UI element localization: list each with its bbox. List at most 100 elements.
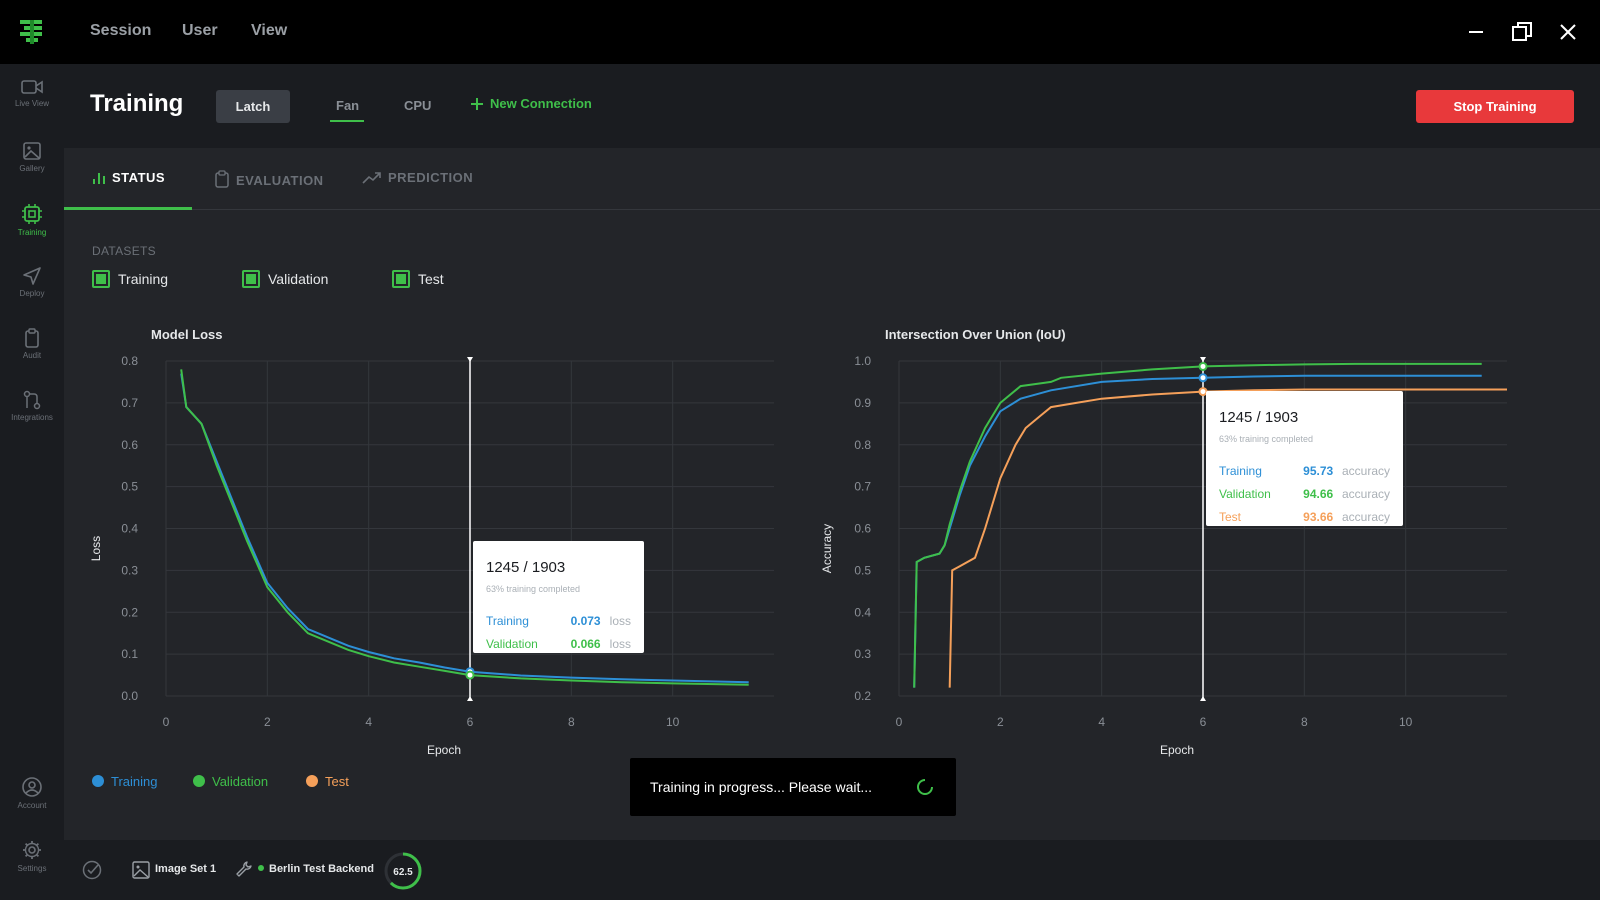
clipboard-icon (25, 328, 39, 348)
y-tick-label: 0.3 (854, 647, 871, 661)
y-tick-label: 0.2 (121, 605, 138, 619)
dataset-test-checkbox[interactable]: Test (392, 270, 444, 288)
video-camera-icon (21, 80, 43, 94)
rail-item-live-view[interactable]: Live View (0, 78, 64, 134)
cursor-top-marker (467, 357, 473, 362)
y-tick-label: 0.8 (121, 354, 138, 368)
minimize-icon[interactable] (1464, 20, 1488, 44)
y-axis-label: Accuracy (820, 524, 834, 573)
cursor-top-marker (1200, 357, 1206, 362)
main-panel: STATUS EVALUATION PREDICTION DATASETS Tr… (64, 148, 1600, 840)
chart-model-loss: Model Loss 0.0 0.1 0.2 0.3 0.4 0.5 0.6 0.7 0.8 0 2 4… (89, 327, 774, 757)
y-tick-label: 0.4 (854, 605, 871, 619)
latch-button[interactable]: Latch (216, 90, 290, 123)
x-tick-label: 4 (365, 715, 372, 729)
menu-user[interactable]: User (182, 22, 218, 39)
y-tick-label: 1.0 (854, 354, 871, 368)
dataset-training-label: Training (118, 271, 169, 287)
page-title: Training (90, 90, 184, 117)
send-icon (23, 267, 41, 285)
dataset-validation-label: Validation (268, 271, 329, 287)
y-tick-label: 0.5 (854, 563, 871, 577)
legend-validation[interactable]: Validation (193, 774, 268, 789)
spinner-icon (917, 779, 933, 795)
tooltip-box (473, 541, 644, 653)
menu-session[interactable]: Session (90, 22, 152, 39)
tooltip-row-label: Validation (486, 637, 538, 651)
x-tick-label: 8 (1301, 715, 1308, 729)
x-tick-label: 2 (997, 715, 1004, 729)
dataset-validation-checkbox[interactable]: Validation (242, 270, 328, 288)
check-circle-icon[interactable] (82, 860, 102, 880)
app-logo-icon[interactable] (18, 18, 44, 46)
tab-status[interactable]: STATUS (92, 170, 165, 185)
clipboard-icon (215, 170, 229, 188)
backend-status[interactable]: Berlin Test Backend (258, 863, 374, 875)
rail-label-training: Training (17, 228, 47, 237)
x-axis-label: Epoch (1160, 743, 1194, 757)
user-circle-icon (22, 777, 42, 797)
rail-item-deploy[interactable]: Deploy (0, 266, 64, 322)
y-tick-label: 0.6 (854, 522, 871, 536)
cursor-bottom-marker (467, 696, 473, 701)
tab-prediction[interactable]: PREDICTION (362, 170, 473, 185)
image-set-label[interactable]: Image Set 1 (155, 863, 217, 875)
title-bar: Session User View (0, 0, 1600, 64)
y-tick-label: 0.9 (854, 396, 871, 410)
x-axis-label: Epoch (427, 743, 461, 757)
tab-prediction-label: PREDICTION (388, 170, 474, 185)
tab-status-underline (64, 207, 192, 210)
legend-test[interactable]: Test (306, 774, 349, 789)
y-tick-label: 0.3 (121, 563, 138, 577)
chart-title: Intersection Over Union (IoU) (885, 327, 1066, 342)
tooltip-row-unit: accuracy (1342, 464, 1390, 478)
progress-arc (384, 852, 422, 890)
close-icon[interactable] (1556, 20, 1580, 44)
tooltip-row-value: 94.66 (1303, 487, 1333, 501)
chip-icon (22, 204, 42, 224)
x-tick-label: 10 (1399, 715, 1413, 729)
new-connection-button[interactable]: New Connection (470, 96, 592, 111)
git-merge-icon (23, 390, 41, 410)
tab-status-label: STATUS (112, 170, 166, 185)
menu-view[interactable]: View (251, 22, 288, 39)
tooltip-row-label: Test (1219, 510, 1242, 524)
tab-evaluation[interactable]: EVALUATION (214, 170, 324, 188)
page-header: Training Latch Fan CPU New Connection St… (64, 64, 1600, 148)
cursor-bottom-marker (1200, 696, 1206, 701)
legend-training[interactable]: Training (92, 774, 157, 789)
tooltip-row-unit: loss (610, 637, 631, 651)
series-line-test (948, 388, 1507, 688)
cursor-point-test (1198, 387, 1208, 397)
restore-icon[interactable] (1510, 20, 1534, 44)
x-tick-label: 4 (1098, 715, 1105, 729)
x-tick-label: 8 (568, 715, 575, 729)
chart-tooltip: 1245 / 1903 63% training completed Trainin… (473, 541, 644, 653)
rail-label-account: Account (17, 801, 47, 810)
rail-label-gallery: Gallery (19, 164, 45, 173)
y-tick-label: 0.7 (121, 396, 138, 410)
cursor-point-validation (1198, 361, 1208, 371)
y-tick-label: 0.6 (121, 438, 138, 452)
dataset-training-checkbox[interactable]: Training (92, 270, 168, 288)
legend-test-label: Test (325, 774, 349, 789)
tab-cpu[interactable]: CPU (404, 98, 432, 113)
stop-training-button[interactable]: Stop Training (1416, 90, 1574, 123)
plus-icon (471, 98, 483, 110)
y-tick-label: 0.8 (854, 438, 871, 452)
x-tick-label: 0 (163, 715, 170, 729)
rail-item-settings[interactable]: Settings (0, 839, 64, 895)
charts-canvas: Model Loss 0.0 0.1 0.2 0.3 0.4 0.5 0.6 0.7 0.8 0 2 4… (89, 327, 1507, 757)
legend-dot-icon (92, 775, 104, 787)
x-tick-label: 0 (896, 715, 903, 729)
rail-item-integrations[interactable]: Integrations (0, 390, 64, 446)
rail-item-training[interactable]: Training (0, 203, 64, 259)
rail-item-audit[interactable]: Audit (0, 328, 64, 384)
rail-item-account[interactable]: Account (0, 776, 64, 832)
rail-label-settings: Settings (17, 864, 47, 873)
y-tick-label: 0.1 (121, 647, 138, 661)
tab-fan[interactable]: Fan (336, 98, 360, 113)
y-axis-label: Loss (89, 536, 103, 561)
tooltip-row-value: 95.73 (1303, 464, 1333, 478)
rail-item-gallery[interactable]: Gallery (0, 141, 64, 197)
